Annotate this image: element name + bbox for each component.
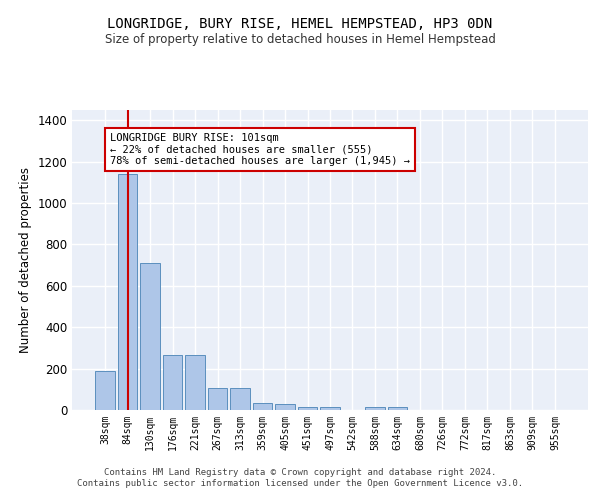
Bar: [95, 370, 115, 410]
Text: LONGRIDGE, BURY RISE, HEMEL HEMPSTEAD, HP3 0DN: LONGRIDGE, BURY RISE, HEMEL HEMPSTEAD, H…: [107, 18, 493, 32]
Bar: [140, 263, 160, 410]
Bar: [253, 403, 272, 410]
Bar: [208, 388, 227, 410]
Bar: [320, 407, 340, 410]
Bar: [118, 174, 137, 410]
Bar: [365, 407, 385, 410]
Bar: [275, 404, 295, 410]
Text: Contains HM Land Registry data © Crown copyright and database right 2024.
Contai: Contains HM Land Registry data © Crown c…: [77, 468, 523, 487]
Text: Size of property relative to detached houses in Hemel Hempstead: Size of property relative to detached ho…: [104, 32, 496, 46]
Bar: [163, 355, 182, 410]
Bar: [388, 407, 407, 410]
Bar: [230, 388, 250, 410]
Bar: [185, 355, 205, 410]
Text: LONGRIDGE BURY RISE: 101sqm
← 22% of detached houses are smaller (555)
78% of se: LONGRIDGE BURY RISE: 101sqm ← 22% of det…: [110, 133, 410, 166]
Bar: [298, 407, 317, 410]
Y-axis label: Number of detached properties: Number of detached properties: [19, 167, 32, 353]
